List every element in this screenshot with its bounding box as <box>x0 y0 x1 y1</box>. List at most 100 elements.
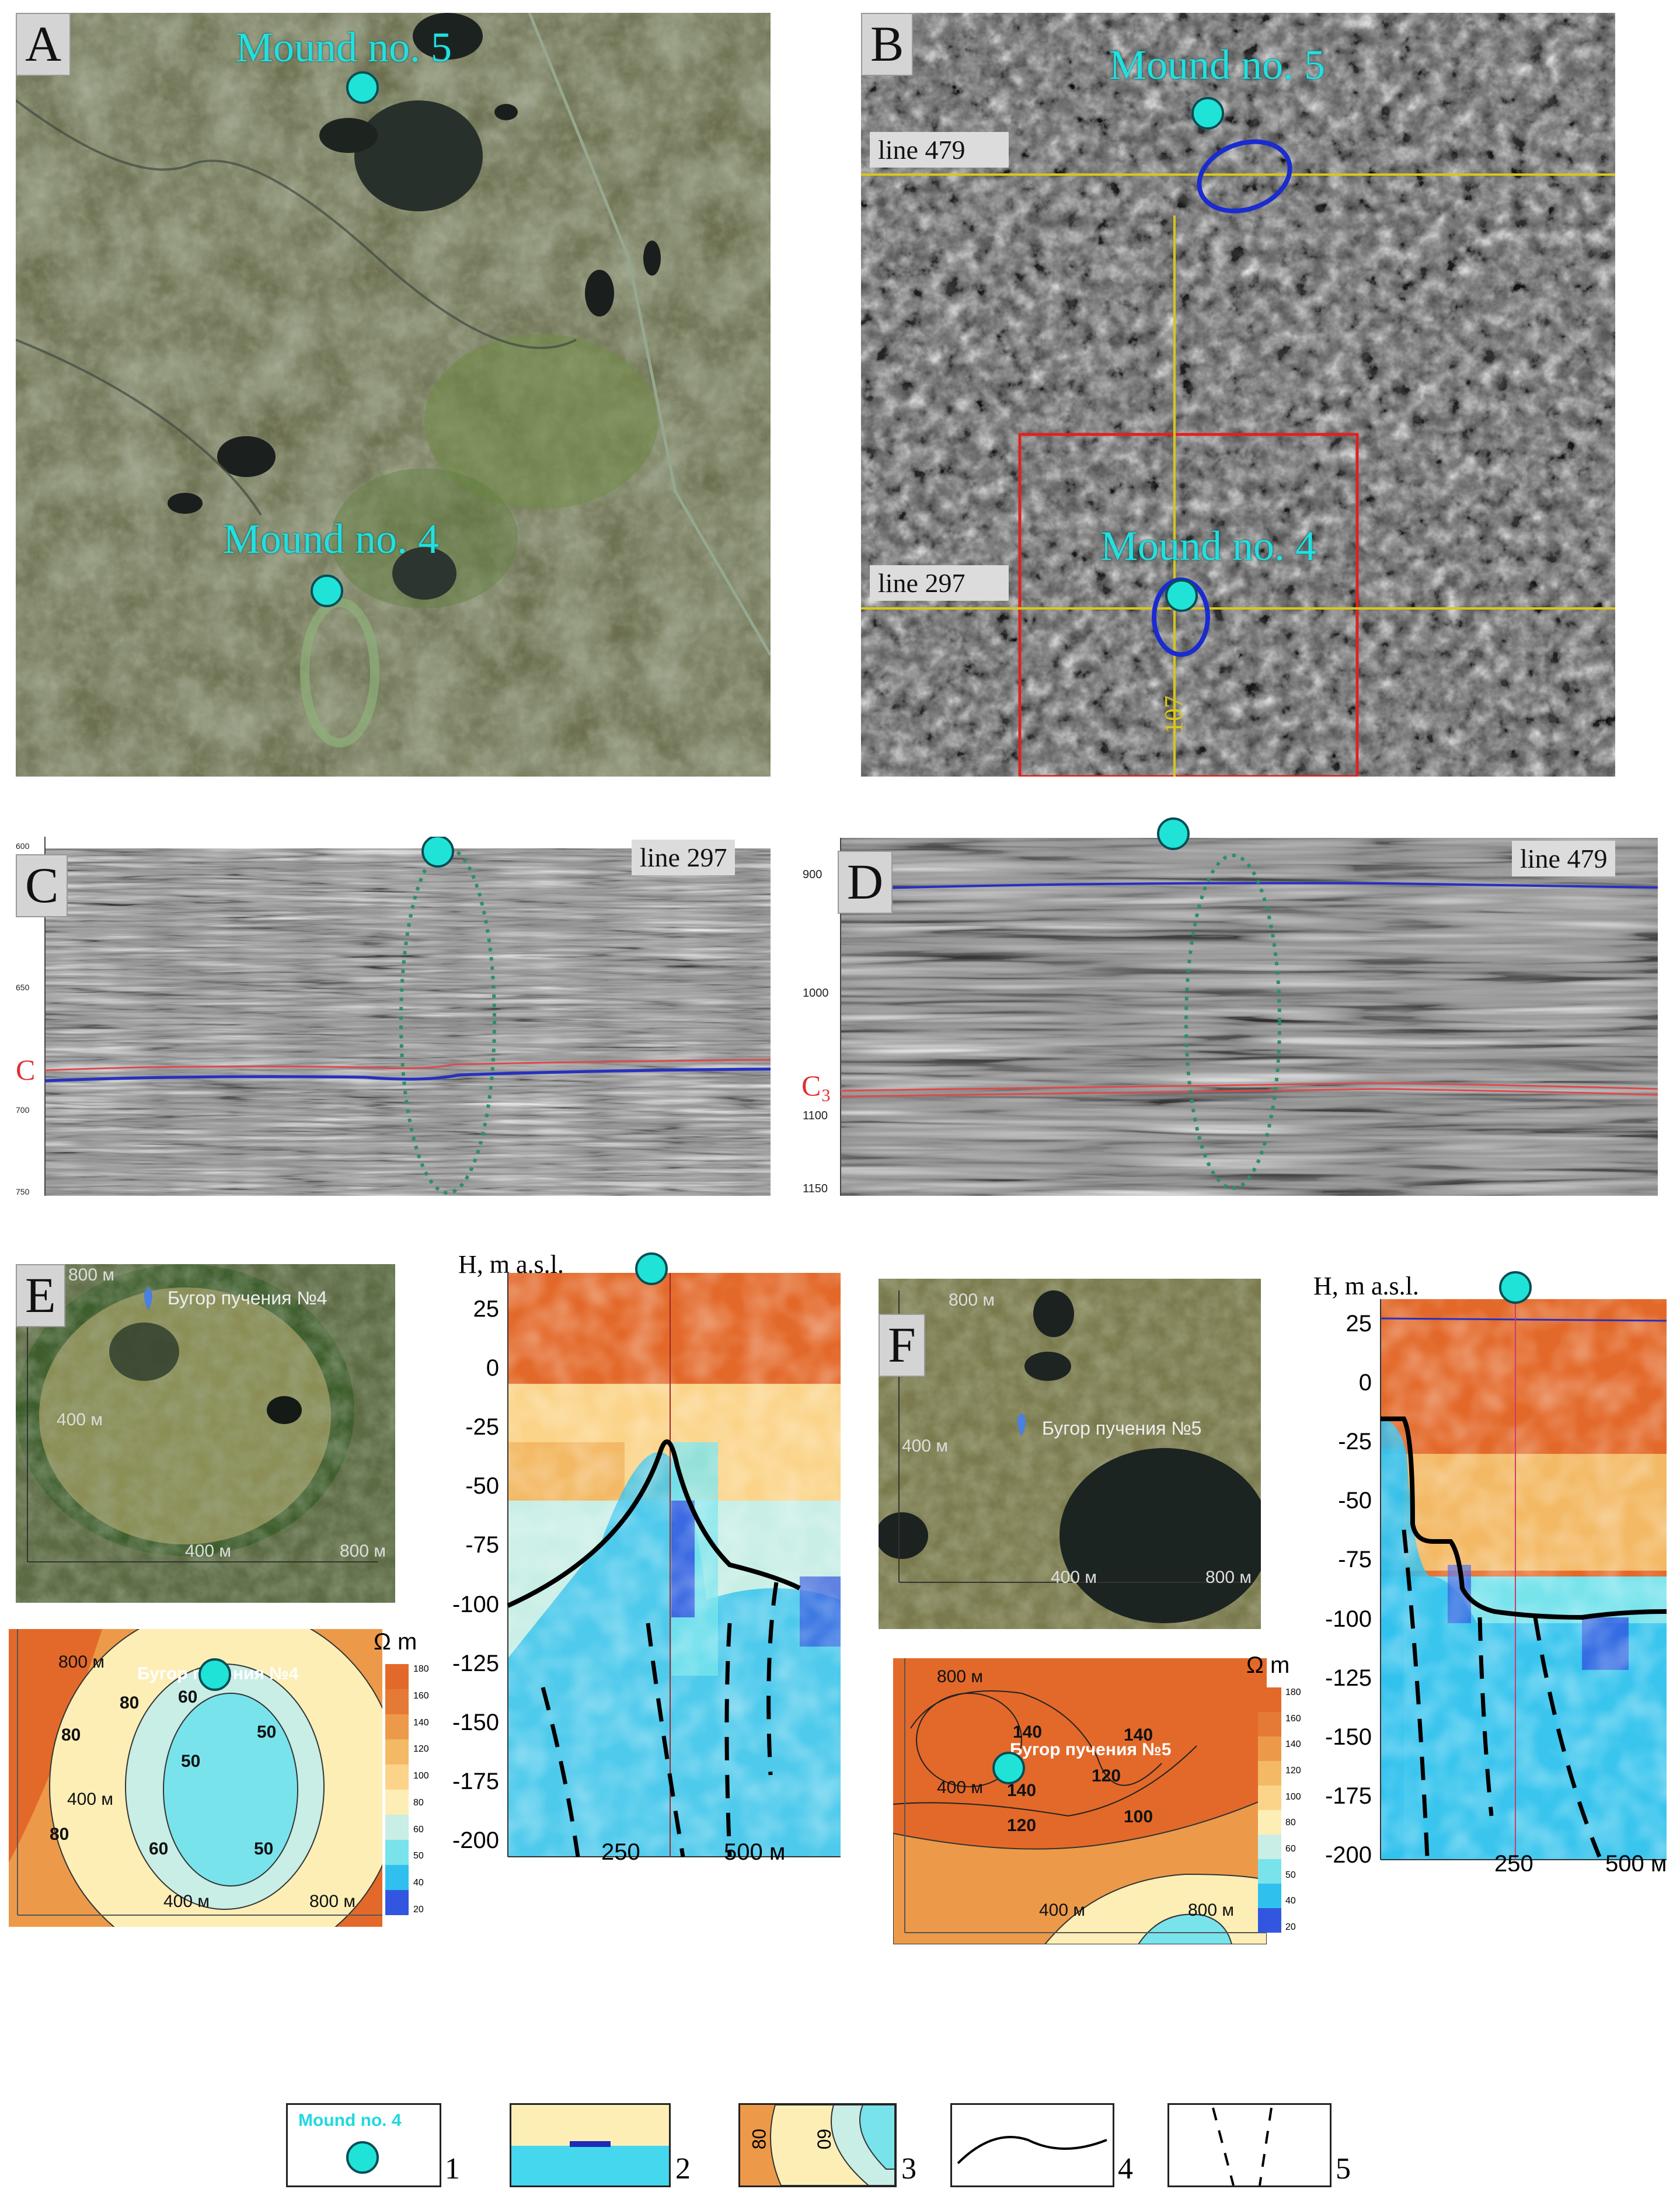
panel-e-section: H, m a.s.l. 25 0 -25 -50 -75 -100 -125 -150 -175… <box>426 1250 846 1868</box>
satellite-image <box>16 13 771 777</box>
legend-item-3-iso80: 80 <box>748 2128 770 2150</box>
e-ytick: -25 <box>465 1414 499 1440</box>
e-iso-4: 50 <box>257 1722 277 1742</box>
f-contour-tick-400x: 400 м <box>1039 1901 1086 1920</box>
e-map-tick-400y: 400 м <box>57 1410 103 1429</box>
legend-item-2-box <box>510 2103 671 2187</box>
e-cb-tick: 20 <box>413 1904 424 1915</box>
legend-item-1-text: Mound no. 4 <box>298 2111 402 2130</box>
e-cb-tick: 100 <box>413 1771 429 1781</box>
panel-e-satellite <box>16 1264 395 1603</box>
panel-f-label: F <box>879 1314 925 1377</box>
mound-4-label: Mound no. 4 <box>223 516 440 562</box>
e-contour-tick-800x: 800 м <box>309 1892 356 1911</box>
f-cb-tick: 60 <box>1285 1843 1296 1854</box>
f-map-name: Бугор пучения №5 <box>1042 1418 1202 1439</box>
f-map-tick-800x: 800 м <box>1205 1568 1252 1587</box>
legend-item-4-box <box>950 2103 1114 2187</box>
f-iso-5: 120 <box>1007 1816 1037 1835</box>
f-contour-tick-400y: 400 м <box>937 1778 984 1797</box>
line-107-tag: 107 <box>1159 695 1188 734</box>
c-tick-4: 750 <box>16 1187 30 1196</box>
horizon-d-label: C₃ <box>801 1069 831 1102</box>
legend-item-3-graphic <box>740 2105 895 2185</box>
f-ytick: -75 <box>1338 1547 1372 1573</box>
legend-item-3-box: 80 60 <box>738 2103 897 2187</box>
e-iso-5: 50 <box>181 1752 201 1771</box>
f-ytick: 0 <box>1358 1370 1372 1396</box>
e-map-tick-800x: 800 м <box>340 1541 386 1561</box>
e-contour-tick-800y: 800 м <box>58 1652 105 1672</box>
f-colorbar-swatches <box>1258 1687 1281 1933</box>
e-colorbar: Ω m 180 160 140 120 100 80 60 50 40 20 <box>368 1629 461 1921</box>
seismic-slice-image <box>861 13 1615 777</box>
mound-marker-c <box>421 837 454 868</box>
f-ytick: -25 <box>1338 1429 1372 1455</box>
f-ytick: -50 <box>1338 1488 1372 1514</box>
legend-item-4-num: 4 <box>1118 2152 1133 2185</box>
panel-a-label: A <box>16 13 71 76</box>
e-iso-3: 60 <box>178 1687 198 1707</box>
f-iso-6: 100 <box>1124 1807 1153 1826</box>
e-ytick: 25 <box>473 1296 500 1322</box>
f-cb-tick: 20 <box>1285 1922 1296 1932</box>
e-iso-1: 80 <box>50 1825 69 1844</box>
legend: Mound no. 4 1 2 80 60 3 4 5 <box>280 2096 1389 2195</box>
e-ytick: -75 <box>465 1532 499 1558</box>
f-iso-1: 140 <box>1013 1722 1043 1742</box>
f-colorbar-unit: Ω m <box>1246 1652 1290 1678</box>
panel-f-section: H, m a.s.l. 25 0 -25 -50 -75 -100 -125 -150 -175… <box>1302 1261 1680 1871</box>
e-xtick-250: 250 <box>601 1839 640 1865</box>
e-colorbar-swatches <box>385 1664 409 1915</box>
e-cb-tick: 180 <box>413 1664 429 1674</box>
e-cb-tick: 60 <box>413 1824 424 1835</box>
f-cb-tick: 80 <box>1285 1818 1296 1828</box>
legend-item-5-dashed <box>1212 2107 1273 2186</box>
legend-item-3-iso60: 60 <box>813 2128 835 2150</box>
mound-5-marker <box>346 71 379 104</box>
e-ytick: -100 <box>452 1591 499 1617</box>
legend-item-1-box: Mound no. 4 <box>286 2103 441 2187</box>
e-resistivity-section <box>507 1273 841 1857</box>
legend-item-1-marker <box>346 2141 379 2174</box>
section-c-line-tag: line 297 <box>632 840 736 875</box>
f-contour-tick-800y: 800 м <box>937 1667 984 1686</box>
panel-b-seismic-slice: B Mound no. 5 line 479 line 297 Mound no… <box>861 13 1615 777</box>
d-tick-3: 1100 <box>803 1109 828 1122</box>
line-297-tag: line 297 <box>870 565 1009 601</box>
e-section-ylabel: H, m a.s.l. <box>458 1250 564 1279</box>
e-cb-tick: 160 <box>413 1690 429 1701</box>
panel-d-label: D <box>838 851 893 914</box>
d-tick-1: 900 <box>803 868 822 881</box>
e-section-marker <box>635 1252 668 1285</box>
e-contour-tick-400y: 400 м <box>67 1790 114 1809</box>
mound-5-label: Mound no. 5 <box>236 24 452 71</box>
e-iso-8: 80 <box>61 1725 81 1745</box>
f-contour-marker <box>992 1752 1025 1784</box>
panel-c-seismic-section: C line 297 C 600 650 700 750 <box>16 837 771 1196</box>
e-iso-2: 80 <box>120 1693 140 1713</box>
f-colorbar: Ω m 180 160 140 120 100 80 60 50 40 20 <box>1238 1652 1331 1944</box>
e-cb-tick: 80 <box>413 1797 424 1808</box>
f-cb-tick: 100 <box>1285 1791 1301 1802</box>
f-cb-tick: 160 <box>1285 1713 1301 1724</box>
e-cb-tick: 50 <box>413 1851 424 1861</box>
f-cb-tick: 50 <box>1285 1870 1296 1880</box>
f-xtick-500: 500 м <box>1605 1851 1667 1871</box>
e-ytick: -200 <box>452 1827 499 1853</box>
panel-c-label: C <box>16 854 68 917</box>
legend-item-3-num: 3 <box>901 2152 916 2185</box>
f-map-tick-400x: 400 м <box>1051 1568 1097 1587</box>
f-ytick: -125 <box>1325 1665 1372 1691</box>
e-colorbar-ticks: 180 160 140 120 100 80 60 50 40 20 <box>413 1664 429 1915</box>
e-ytick: -125 <box>452 1650 499 1676</box>
panel-f-contour: 800 м 400 м 400 м 800 м Бугор пучения №5… <box>893 1658 1267 1944</box>
f-map-tick-800y: 800 м <box>949 1290 995 1310</box>
panel-a-satellite-map: A Mound no. 5 Mound no. 4 <box>16 13 771 777</box>
panel-e-map: E Бугор пучения №4 800 м 400 м 400 м 800… <box>16 1264 395 1603</box>
f-section-marker <box>1499 1271 1532 1304</box>
f-map-tick-400y: 400 м <box>902 1436 949 1456</box>
f-ytick: -175 <box>1325 1783 1372 1809</box>
e-iso-7: 50 <box>254 1839 274 1859</box>
f-iso-3: 140 <box>1007 1781 1037 1800</box>
